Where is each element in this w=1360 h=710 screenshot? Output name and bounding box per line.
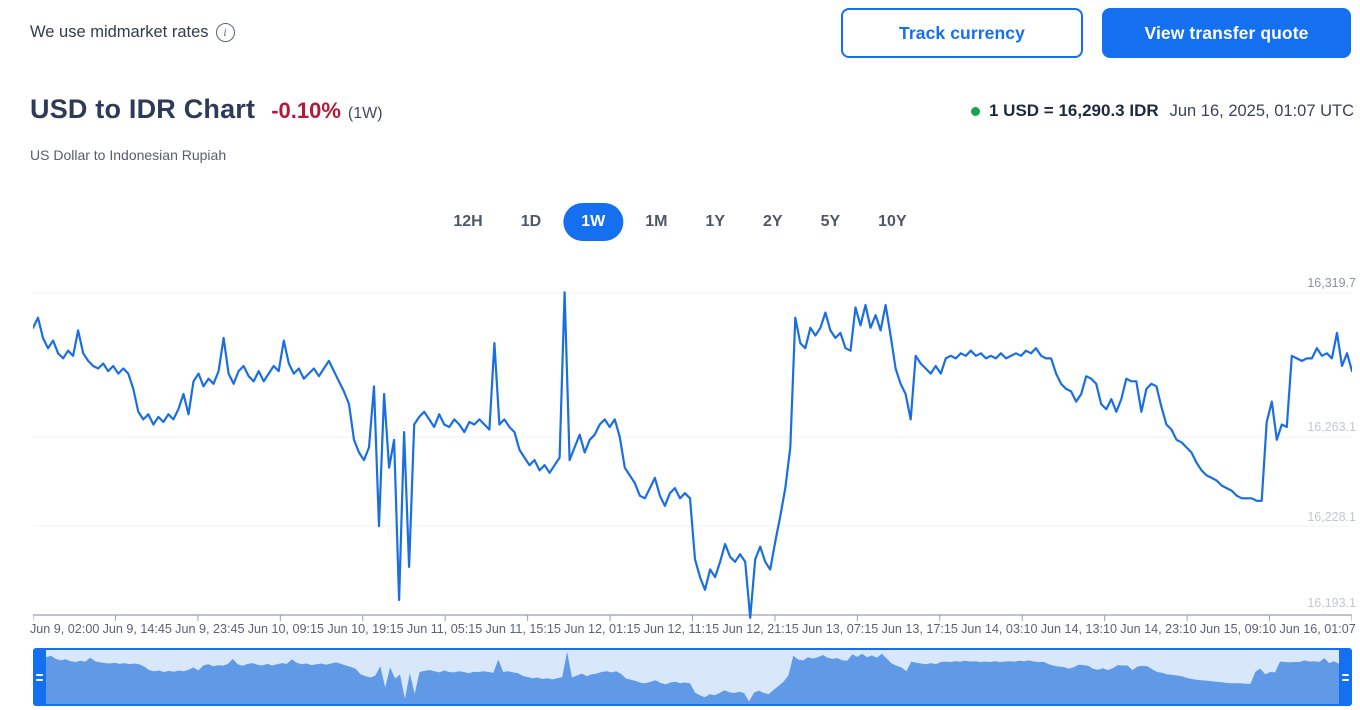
rate-line-chart[interactable] (31, 285, 1354, 625)
y-axis-label: 16,319.7 (1307, 276, 1356, 290)
current-rate-row: 1 USD = 16,290.3 IDR Jun 16, 2025, 01:07… (971, 101, 1354, 121)
range-tab-5y[interactable]: 5Y (820, 213, 841, 230)
x-axis-label: Jun 13, 07:15 (801, 622, 879, 636)
grip-icon (36, 673, 43, 676)
page-subtitle: US Dollar to Indonesian Rupiah (30, 147, 227, 163)
change-percent: -0.10% (271, 98, 341, 123)
range-tab-12h[interactable]: 12H (453, 213, 483, 230)
x-axis-label: Jun 15, 09:10 (1199, 622, 1277, 636)
y-axis-label: 16,228.1 (1307, 510, 1356, 524)
grip-icon (1342, 678, 1349, 681)
x-axis-label: Jun 10, 19:15 (327, 622, 404, 636)
y-axis-label: 16,263.1 (1307, 420, 1356, 434)
range-tab-1y[interactable]: 1Y (705, 213, 725, 230)
x-axis-label: Jun 12, 21:15 (722, 622, 799, 636)
x-axis-label: Jun 9, 02:00 (30, 622, 100, 636)
range-tab-10y[interactable]: 10Y (878, 213, 907, 230)
x-axis-label: Jun 14, 23:10 (1120, 622, 1197, 636)
overview-brush-chart[interactable] (33, 648, 1352, 706)
range-tab-1d[interactable]: 1D (520, 213, 542, 230)
x-axis-label: Jun 10, 09:15 (247, 622, 325, 636)
live-rate-dot-icon (971, 106, 980, 116)
x-axis-label: Jun 12, 01:15 (564, 622, 641, 636)
change-wrap: -0.10% (1W) (271, 98, 382, 124)
x-axis-label: Jun 16, 01:07 (1279, 622, 1356, 636)
track-currency-button[interactable]: Track currency (841, 8, 1083, 58)
change-period: (1W) (347, 105, 383, 122)
x-axis-label: Jun 14, 03:10 (961, 622, 1038, 636)
range-tab-1m[interactable]: 1M (645, 213, 668, 230)
x-axis-label: Jun 9, 23:45 (175, 622, 245, 636)
y-axis-label: 16,193.1 (1307, 596, 1356, 610)
rate-timestamp: Jun 16, 2025, 01:07 UTC (1169, 101, 1354, 120)
range-tab-1w[interactable]: 1W (563, 203, 624, 241)
x-axis-label: Jun 9, 14:45 (102, 622, 172, 636)
brush-handle-right[interactable] (1339, 648, 1352, 706)
info-icon[interactable]: i (215, 23, 235, 42)
midmarket-note-text: We use midmarket rates (30, 23, 209, 41)
grip-icon (1342, 673, 1349, 676)
midmarket-note: We use midmarket rates i (30, 23, 235, 42)
x-axis-label: Jun 11, 05:15 (406, 622, 483, 636)
brush-handle-left[interactable] (33, 648, 46, 706)
range-tab-2y[interactable]: 2Y (763, 213, 783, 230)
title-row: USD to IDR Chart -0.10% (1W) (30, 94, 383, 125)
x-axis-label: Jun 14, 13:10 (1040, 622, 1118, 636)
brush-selected-window[interactable] (46, 648, 1339, 706)
view-transfer-quote-button[interactable]: View transfer quote (1102, 8, 1351, 58)
page-title: USD to IDR Chart (30, 94, 256, 124)
overview-area-svg (46, 651, 1339, 704)
rate-line-chart-svg (31, 291, 1354, 621)
range-tabs: 12H 1D 1W 1M 1Y 2Y 5Y 10Y (437, 203, 922, 241)
x-axis-label: Jun 12, 11:15 (643, 622, 720, 636)
current-rate-value: 1 USD = 16,290.3 IDR (989, 101, 1159, 120)
x-axis-label: Jun 11, 15:15 (485, 622, 561, 636)
x-axis-label: Jun 13, 17:15 (881, 622, 958, 636)
x-axis-labels: Jun 9, 02:00 Jun 9, 14:45 Jun 9, 23:45 J… (30, 622, 1356, 636)
grip-icon (36, 678, 43, 681)
